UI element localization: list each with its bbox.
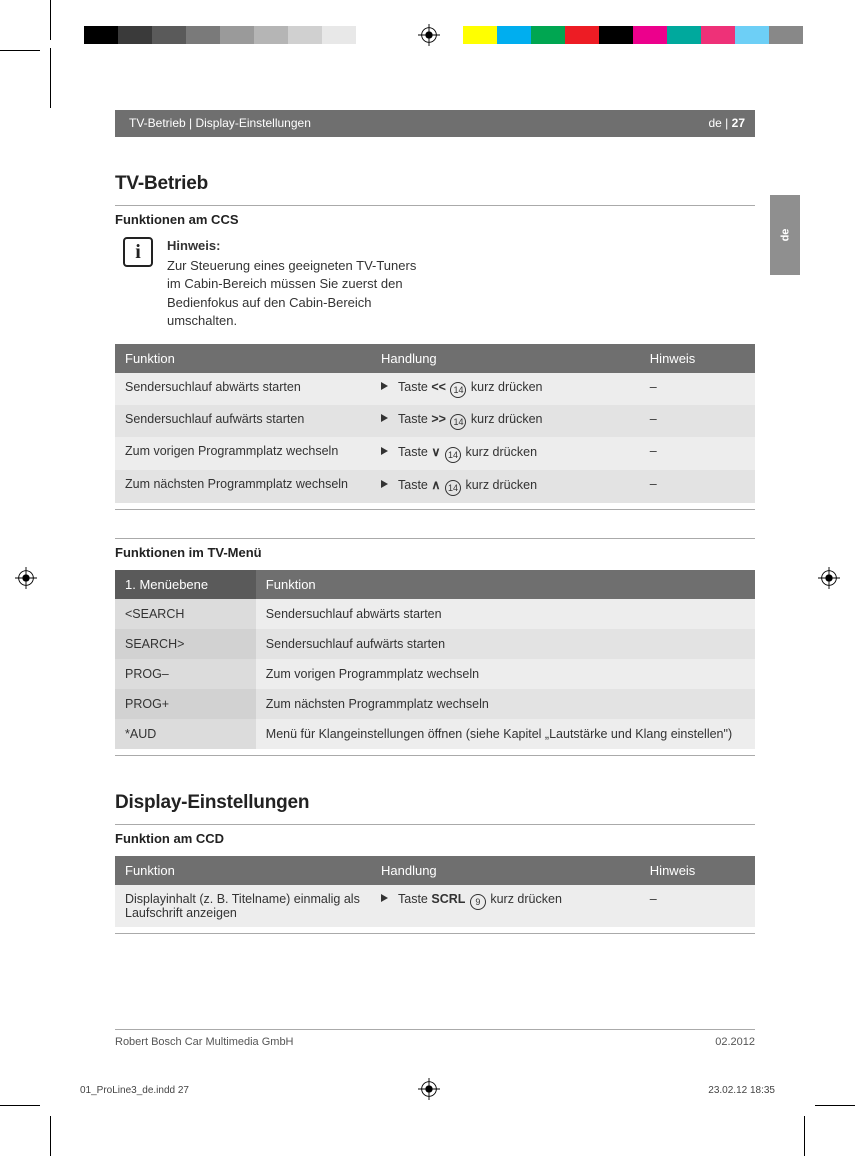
header-bar: TV-Betrieb | Display-Einstellungen de | …: [115, 110, 755, 137]
registration-mark-icon: [15, 567, 37, 589]
colorbar-grayscale: [84, 26, 390, 44]
page-content: TV-Betrieb | Display-Einstellungen de | …: [115, 110, 755, 934]
table-row: Sendersuchlauf aufwärts startenTaste >> …: [115, 405, 755, 437]
table-row: <SEARCHSendersuchlauf abwärts starten: [115, 599, 755, 629]
registration-mark-icon: [418, 24, 440, 46]
section-title-tv: TV-Betrieb: [115, 173, 755, 195]
hint-text: Hinweis: Zur Steuerung eines geeigneten …: [167, 237, 427, 330]
page-footer: Robert Bosch Car Multimedia GmbH 02.2012: [115, 1029, 755, 1048]
slug-filename: 01_ProLine3_de.indd 27: [80, 1085, 189, 1096]
slug-timestamp: 23.02.12 18:35: [708, 1085, 775, 1096]
table-row: Displayinhalt (z. B. Titelname) einmalig…: [115, 885, 755, 927]
page-indicator: de | 27: [708, 116, 745, 130]
table-row: PROG–Zum vorigen Programmplatz wechseln: [115, 659, 755, 689]
registration-mark-icon: [418, 1078, 440, 1100]
registration-mark-icon: [818, 567, 840, 589]
colorbar-color: [463, 26, 803, 44]
table-row: Sendersuchlauf abwärts startenTaste << 1…: [115, 373, 755, 405]
table-row: Zum nächsten Programmplatz wechselnTaste…: [115, 470, 755, 503]
info-icon: i: [123, 237, 153, 267]
table-header-row: Funktion Handlung Hinweis: [115, 856, 755, 885]
subsection-ccs: Funktionen am CCS: [115, 205, 755, 227]
table-row: *AUDMenü für Klangeinstellungen öffnen (…: [115, 719, 755, 749]
footer-date: 02.2012: [715, 1036, 755, 1048]
subsection-ccd: Funktion am CCD: [115, 824, 755, 846]
table-row: PROG+Zum nächsten Programmplatz wechseln: [115, 689, 755, 719]
section-title-display: Display-Einstellungen: [115, 792, 755, 814]
hint-block: i Hinweis: Zur Steuerung eines geeignete…: [115, 237, 755, 330]
table-ccs: Funktion Handlung Hinweis Sendersuchlauf…: [115, 344, 755, 503]
table-tvmenu: 1. Menüebene Funktion <SEARCHSendersuchl…: [115, 570, 755, 749]
breadcrumb: TV-Betrieb | Display-Einstellungen: [129, 116, 311, 130]
language-tab: de: [770, 195, 800, 275]
table-row: SEARCH>Sendersuchlauf aufwärts starten: [115, 629, 755, 659]
table-row: Zum vorigen Programmplatz wechselnTaste …: [115, 437, 755, 470]
table-header-row: Funktion Handlung Hinweis: [115, 344, 755, 373]
table-header-row: 1. Menüebene Funktion: [115, 570, 755, 599]
footer-company: Robert Bosch Car Multimedia GmbH: [115, 1036, 294, 1048]
table-ccd: Funktion Handlung Hinweis Displayinhalt …: [115, 856, 755, 927]
subsection-tvmenu: Funktionen im TV-Menü: [115, 538, 755, 560]
